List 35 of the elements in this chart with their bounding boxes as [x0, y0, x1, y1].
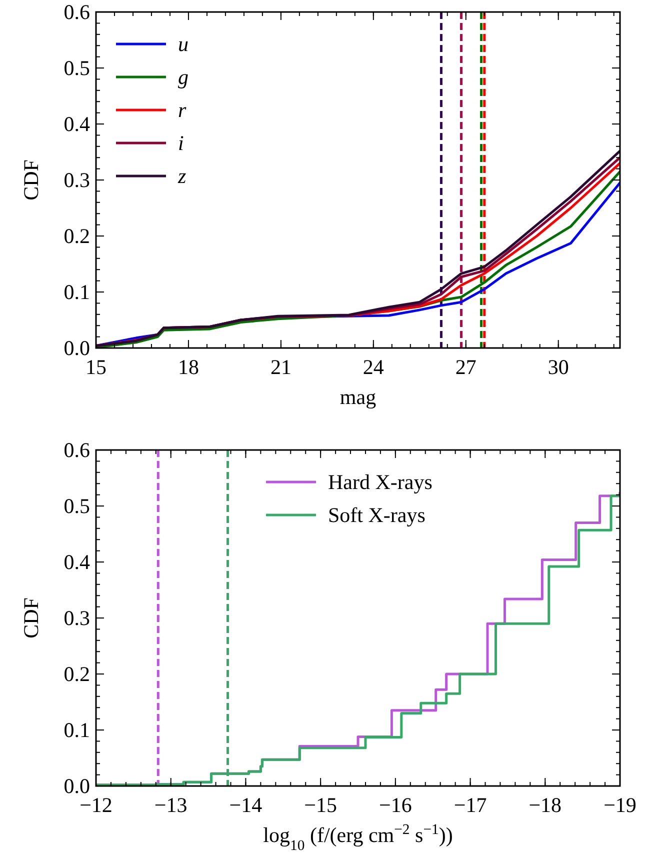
- y-tick-label: 0.6: [64, 0, 90, 24]
- x-axis-title: mag: [340, 385, 377, 409]
- legend-label: r: [178, 98, 187, 122]
- x-axis-title: log$_{10}$ (f/(erg cm$^{−2}$ s$^{−1}$)): [263, 822, 453, 854]
- y-axis-title: CDF: [19, 160, 43, 200]
- y-tick-label: 0.4: [64, 550, 90, 574]
- legend-label: u: [178, 32, 188, 56]
- x-tick-label: 21: [270, 355, 292, 379]
- x-tick-label: −17: [454, 793, 487, 817]
- legend-label: Hard X-rays: [328, 470, 432, 494]
- y-tick-label: 0.3: [64, 606, 90, 630]
- y-tick-label: 0.5: [64, 494, 90, 518]
- x-tick-label: −16: [379, 793, 412, 817]
- x-tick-label: 27: [455, 355, 476, 379]
- x-tick-label: 30: [548, 355, 569, 379]
- x-tick-label: −18: [528, 793, 562, 817]
- x-tick-label: 18: [178, 355, 199, 379]
- y-tick-label: 0.1: [64, 280, 90, 304]
- y-tick-label: 0.1: [64, 718, 90, 742]
- y-tick-label: 0.4: [64, 112, 90, 136]
- x-tick-label: −15: [304, 793, 337, 817]
- y-tick-label: 0.6: [64, 438, 90, 462]
- x-tick-label: −19: [604, 793, 636, 817]
- x-tick-label: −13: [154, 793, 188, 817]
- x-tick-label: −14: [229, 793, 263, 817]
- legend-label: i: [178, 131, 184, 155]
- y-tick-label: 0.2: [64, 224, 90, 248]
- y-tick-label: 0.5: [64, 56, 90, 80]
- legend-label: g: [178, 65, 188, 89]
- y-tick-label: 0.3: [64, 168, 90, 192]
- y-tick-label: 0.2: [64, 662, 90, 686]
- y-axis-title: CDF: [19, 598, 43, 638]
- legend-label: z: [177, 164, 186, 188]
- x-tick-label: 24: [362, 355, 384, 379]
- legend-label: Soft X-rays: [328, 503, 426, 527]
